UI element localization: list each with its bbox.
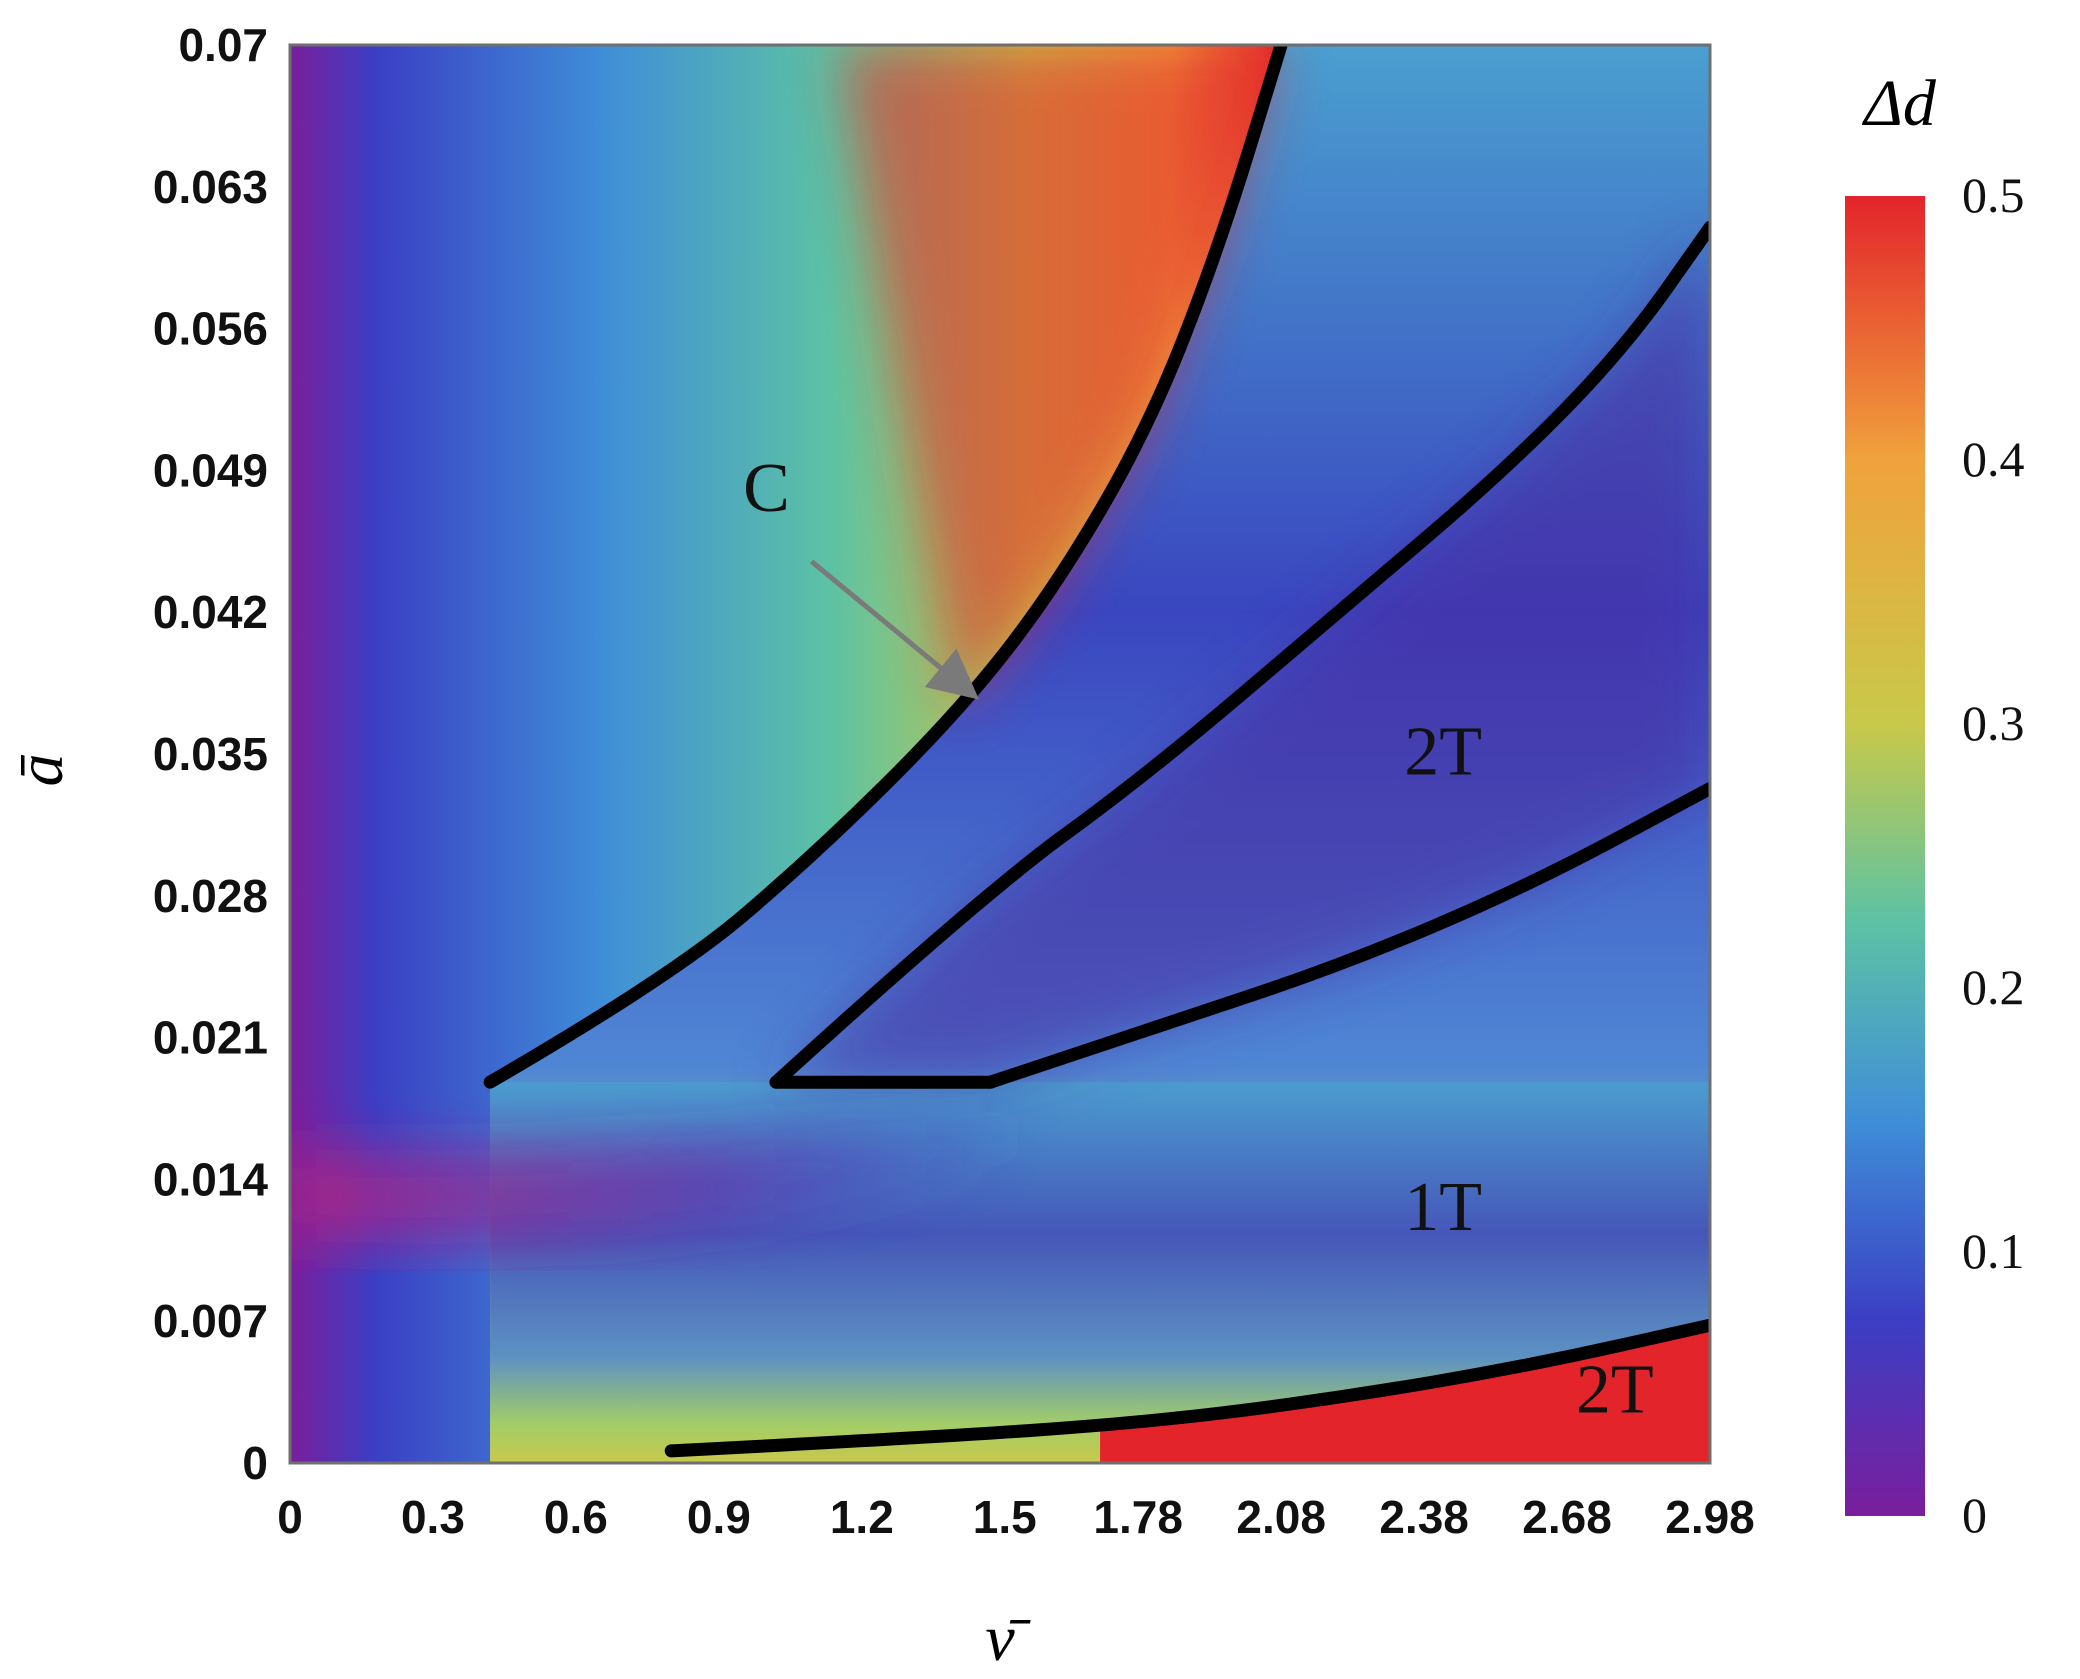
heatmap-field	[290, 45, 1710, 1463]
region-fill-band	[290, 1108, 1005, 1244]
boundary-upper-2T	[769, 220, 1710, 1089]
x-tick-label: 2.38	[1379, 1491, 1469, 1543]
y-tick-label: 0	[242, 1437, 268, 1489]
y-tick-label: 0.049	[153, 444, 268, 496]
field-overlays	[290, 45, 1710, 1463]
y-tick-label: 0.063	[153, 161, 268, 213]
boundary-lower-2T	[983, 781, 1710, 1089]
y-tick-label: 0.014	[153, 1153, 269, 1205]
x-tick-label: 1.5	[973, 1491, 1037, 1543]
y-tick-label: 0.021	[153, 1012, 268, 1064]
colorbar-tick-label: 0.1	[1962, 1223, 2025, 1279]
x-tick-label: 0	[277, 1491, 303, 1543]
colorbar-title: Δd	[1861, 67, 1937, 140]
boundary-bottom-2T	[664, 1318, 1710, 1458]
colorbar-ticks: 0 0.1 0.2 0.3 0.4 0.5	[1962, 167, 2025, 1543]
plot-frame	[288, 43, 1712, 1465]
y-tick-label: 0.007	[153, 1295, 268, 1347]
x-axis-ticks: 0 0.3 0.6 0.9 1.2 1.5 1.78 2.08 2.38 2.68 2.98	[277, 1491, 1755, 1543]
y-tick-label: 0.035	[153, 728, 268, 780]
region-label-2T: 2T	[1404, 713, 1482, 790]
y-tick-label: 0.056	[153, 303, 268, 355]
region-label-1T: 1T	[1404, 1169, 1482, 1246]
x-axis-label-text: ν̄	[985, 1602, 1031, 1675]
colorbar-tick-label: 0	[1962, 1487, 1987, 1543]
x-axis-label: ν̄	[985, 1602, 1031, 1675]
colorbar-scale	[1845, 196, 1925, 1516]
colorbar-tick-label: 0.3	[1962, 695, 2025, 751]
y-tick-label: 0.042	[153, 586, 268, 638]
colorbar-tick-label: 0.4	[1962, 431, 2025, 487]
x-tick-label: 0.9	[687, 1491, 751, 1543]
region-label-C: C	[743, 450, 790, 527]
region-label-2T: 2T	[1576, 1351, 1654, 1428]
x-tick-label: 0.3	[401, 1491, 465, 1543]
region-fill-chaos	[837, 45, 1282, 714]
y-tick-label: 0.028	[153, 870, 268, 922]
y-axis-ticks: 0 0.007 0.014 0.021 0.028 0.035 0.042 0.049 0.05…	[153, 19, 269, 1489]
colorbar-tick-label: 0.2	[1962, 959, 2025, 1015]
colorbar: Δd 0 0.1 0.2 0.3 0.4 0.5	[1845, 67, 2025, 1543]
y-tick-label: 0.07	[178, 19, 268, 71]
annotation-arrow	[809, 559, 980, 700]
boundary-curves	[483, 45, 1710, 1458]
y-axis-label-text: ā	[4, 754, 77, 787]
x-tick-label: 2.08	[1236, 1491, 1326, 1543]
x-tick-label: 1.2	[830, 1491, 894, 1543]
x-tick-label: 1.78	[1093, 1491, 1183, 1543]
region-labels: C 2T 1T 2T	[743, 450, 1653, 1428]
x-tick-label: 0.6	[544, 1491, 608, 1543]
region-fill-2T-wedge	[776, 227, 1710, 1083]
y-axis-label: ā	[4, 754, 77, 787]
x-tick-label: 2.68	[1522, 1491, 1612, 1543]
colorbar-tick-label: 0.5	[1962, 167, 2025, 223]
boundary-C	[483, 45, 1288, 1089]
x-tick-label: 2.98	[1665, 1491, 1755, 1543]
